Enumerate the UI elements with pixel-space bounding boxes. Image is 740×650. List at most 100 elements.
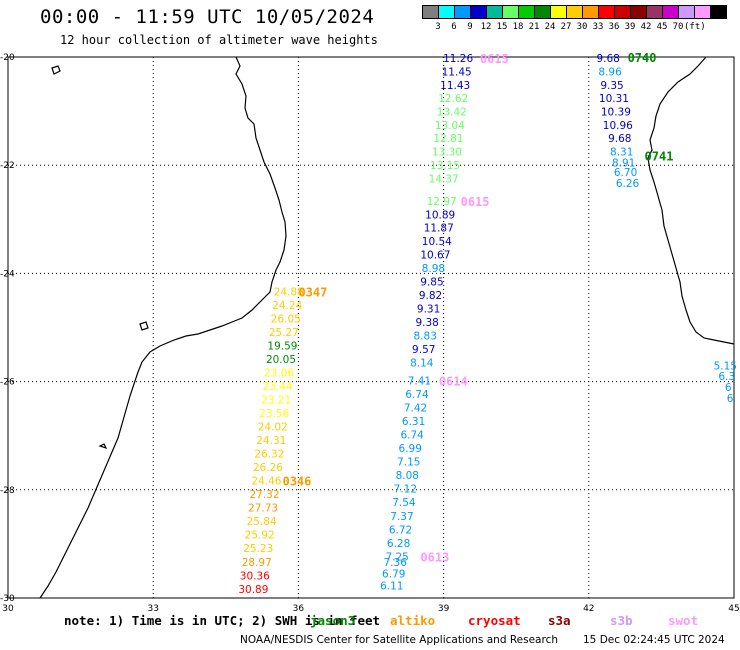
- wave-height-label: 10.39: [601, 107, 631, 119]
- lat-tick-label: -22: [0, 161, 15, 171]
- mission-label-s3a: s3a: [548, 613, 571, 628]
- colorbar-tick-label: 45: [656, 22, 668, 32]
- wave-height-label: 12.97: [427, 196, 457, 208]
- wave-height-label: 30.36: [240, 570, 270, 582]
- wave-height-label: 23.06: [264, 367, 294, 379]
- lon-tick-label: 39: [438, 604, 450, 614]
- map-gridlines: [8, 57, 734, 598]
- generated-timestamp: 15 Dec 02:24:45 UTC 2024: [583, 634, 725, 646]
- colorbar-swatch: [710, 5, 727, 19]
- wave-height-label: 12.62: [438, 93, 468, 105]
- wave-height-label: 8.31: [610, 147, 633, 159]
- island-3: [98, 443, 108, 450]
- page-title: 00:00 - 11:59 UTC 10/05/2024: [40, 6, 375, 28]
- wave-height-label: 6.74: [400, 430, 424, 442]
- colorbar-tick-label: 3: [435, 22, 441, 32]
- wave-height-label: 8.83: [414, 331, 437, 343]
- wave-height-label: 5.15: [714, 360, 737, 372]
- wave-height-label: 12.81: [433, 133, 463, 145]
- wave-height-label: 6.72: [389, 524, 412, 536]
- wave-height-label: 9.68: [596, 53, 619, 65]
- lon-tick-label: 30: [2, 604, 14, 614]
- wave-height-label: 10.96: [603, 120, 633, 132]
- colorbar-tick-label: 15: [496, 22, 508, 32]
- wave-height-label: 10.67: [420, 249, 450, 261]
- colorbar-tick-label: 27: [560, 22, 572, 32]
- colorbar-tick-label: (ft): [684, 22, 706, 32]
- mission-label-altiko: altiko: [390, 613, 436, 628]
- pass-time-label: 0615: [480, 52, 509, 66]
- wave-height-label: 6: [727, 393, 734, 405]
- wave-height-label: 14.37: [429, 174, 459, 186]
- wave-height-label: 9.38: [415, 317, 438, 329]
- wave-height-label: 10.89: [425, 209, 455, 221]
- wave-height-label: 6.3: [718, 371, 735, 383]
- lat-tick-label: -20: [0, 53, 15, 63]
- pass-time-label: 0614: [439, 375, 468, 389]
- island-1: [51, 65, 61, 75]
- wave-height-label: 8.91: [612, 157, 635, 169]
- wave-height-label: 9.82: [419, 290, 442, 302]
- wave-height-label: 6.70: [614, 167, 637, 179]
- wave-height-label: 20.05: [266, 354, 296, 366]
- wave-height-label: 7.54: [392, 497, 416, 509]
- island-2: [139, 321, 149, 331]
- wave-height-label: 6.28: [387, 538, 410, 550]
- footer-note: note: 1) Time is in UTC; 2) SWH is in fe…: [64, 613, 381, 628]
- wave-height-label: 27.32: [249, 489, 279, 501]
- wave-height-label: 10.31: [599, 93, 629, 105]
- lat-tick-label: -26: [0, 378, 15, 388]
- wave-height-label: 26.26: [253, 462, 283, 474]
- wave-height-label: 19.59: [267, 340, 297, 352]
- wave-height-label: 30.89: [238, 584, 268, 596]
- wave-height-label: 7.41: [408, 376, 431, 388]
- wave-height-label: 7.37: [390, 511, 413, 523]
- colorbar-tick-label: 39: [624, 22, 636, 32]
- wave-height-label: 6.26: [616, 178, 640, 190]
- colorbar-tick-label: 33: [592, 22, 604, 32]
- lat-tick-label: -30: [0, 594, 15, 604]
- wave-height-label: 24.31: [256, 435, 286, 447]
- wave-height-label: 26.32: [254, 449, 284, 461]
- wave-height-label: 6.99: [399, 443, 422, 455]
- wave-height-label: 25.84: [247, 516, 277, 528]
- wave-height-label: 28.97: [242, 557, 272, 569]
- map-frame: [7, 56, 735, 599]
- wave-height-label: 23.56: [259, 408, 289, 420]
- lon-tick-label: 42: [583, 604, 594, 614]
- mission-label-jason3: jason3: [310, 613, 356, 628]
- wave-height-label: 23.21: [261, 394, 291, 406]
- wave-height-label: 11.87: [424, 222, 454, 234]
- page-subtitle: 12 hour collection of altimeter wave hei…: [60, 33, 378, 47]
- colorbar-tick-label: 30: [576, 22, 588, 32]
- wave-height-label: 27.73: [248, 503, 278, 515]
- colorbar-tick-label: 12: [480, 22, 492, 32]
- wave-height-label: 7.15: [397, 457, 420, 469]
- pass-time-label: 0741: [645, 149, 674, 163]
- colorbar-tick-label: 21: [528, 22, 540, 32]
- wave-height-label: 23.44: [263, 381, 293, 393]
- wave-height-label: 25.92: [245, 530, 275, 542]
- wave-height-label: 9.85: [420, 277, 443, 289]
- pass-time-label: 0740: [628, 51, 657, 65]
- wave-height-label: 25.23: [243, 543, 273, 555]
- pass-time-label: 0346: [282, 475, 311, 489]
- colorbar-tick-label: 6: [451, 22, 457, 32]
- wave-height-label: 24.88: [274, 286, 304, 298]
- wave-height-label: 7.36: [384, 557, 408, 569]
- colorbar-tick-label: 18: [512, 22, 524, 32]
- wave-height-label: 7.42: [404, 403, 427, 415]
- coastlines: [39, 56, 735, 599]
- lat-tick-label: -24: [0, 269, 15, 279]
- wave-height-label: 9.68: [608, 133, 631, 145]
- wave-height-label: 6.31: [402, 416, 425, 428]
- wave-height-label: 24.46: [251, 476, 281, 488]
- lon-tick-label: 33: [147, 604, 158, 614]
- wave-height-label: 9.57: [412, 344, 435, 356]
- wave-height-label: 25.27: [269, 327, 299, 339]
- wave-height-label: 8.98: [422, 263, 445, 275]
- lat-tick-label: -28: [0, 486, 15, 496]
- credit-line: NOAA/NESDIS Center for Satellite Applica…: [240, 634, 558, 646]
- pass-time-label: 0613: [420, 550, 449, 564]
